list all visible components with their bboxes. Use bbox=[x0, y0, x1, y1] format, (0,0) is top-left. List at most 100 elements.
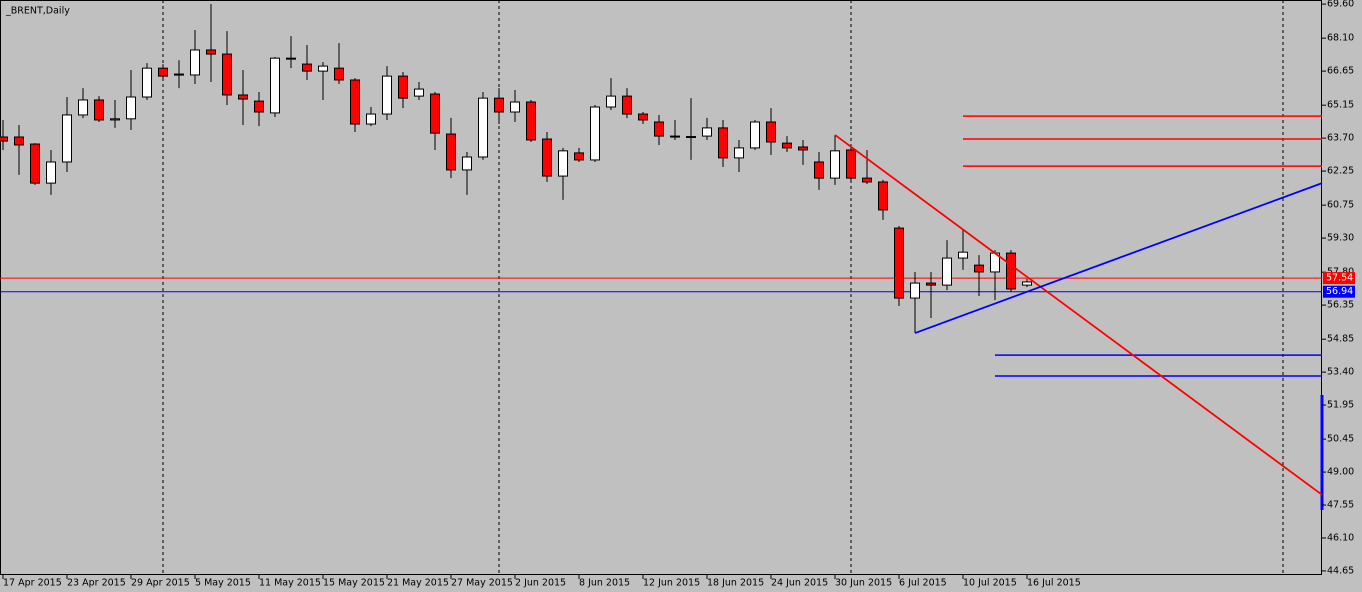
y-tick-label: 65.15 bbox=[1327, 100, 1354, 111]
x-tick-label: 12 Jun 2015 bbox=[643, 578, 700, 589]
candle-body bbox=[686, 136, 696, 139]
candle-body bbox=[942, 257, 952, 286]
candle-body bbox=[110, 118, 120, 121]
x-tick-label: 8 Jun 2015 bbox=[579, 578, 630, 589]
x-tick-label: 15 May 2015 bbox=[323, 578, 385, 589]
candle-body bbox=[1022, 281, 1032, 286]
candle-body bbox=[718, 127, 728, 159]
y-tick-label: 53.40 bbox=[1327, 367, 1354, 378]
y-tick-label: 47.55 bbox=[1327, 500, 1354, 511]
candle-body bbox=[926, 282, 936, 286]
candle-body bbox=[510, 101, 520, 113]
y-tick-label: 69.60 bbox=[1327, 0, 1354, 10]
candle-body bbox=[750, 121, 760, 149]
trendline bbox=[834, 134, 1323, 496]
candle-body bbox=[974, 264, 984, 273]
y-tick-label: 50.45 bbox=[1327, 434, 1354, 445]
candle-body bbox=[798, 146, 808, 151]
x-tick-label: 16 Jul 2015 bbox=[1027, 578, 1081, 589]
candle-body bbox=[782, 142, 792, 149]
trendline bbox=[914, 182, 1323, 334]
candle-body bbox=[430, 93, 440, 134]
candle-body bbox=[1006, 252, 1016, 290]
candle-body bbox=[894, 227, 904, 299]
candle-body bbox=[830, 150, 840, 179]
candle-body bbox=[254, 100, 264, 113]
candle-body bbox=[382, 75, 392, 115]
candle-body bbox=[878, 181, 888, 211]
candle-body bbox=[670, 135, 680, 138]
y-tick-label: 46.10 bbox=[1327, 532, 1354, 543]
candle-body bbox=[446, 133, 456, 171]
x-tick-label: 23 Apr 2015 bbox=[67, 578, 126, 589]
candle-body bbox=[334, 67, 344, 81]
x-tick-label: 27 May 2015 bbox=[451, 578, 513, 589]
plot-frame bbox=[0, 0, 1322, 575]
candle-body bbox=[622, 95, 632, 115]
y-tick-label: 66.65 bbox=[1327, 66, 1354, 77]
candle-body bbox=[142, 67, 152, 98]
candle-body bbox=[910, 282, 920, 299]
y-tick-label: 68.10 bbox=[1327, 33, 1354, 44]
candle-body bbox=[318, 65, 328, 72]
candle-body bbox=[270, 57, 280, 114]
candle-body bbox=[302, 63, 312, 72]
y-tick-label: 59.30 bbox=[1327, 233, 1354, 244]
candle-body bbox=[462, 156, 472, 171]
candle-body bbox=[494, 97, 504, 113]
candle-body bbox=[158, 67, 168, 77]
price-label-box bbox=[1323, 285, 1355, 298]
y-tick-label: 44.65 bbox=[1327, 565, 1354, 576]
candle-body bbox=[0, 136, 8, 142]
x-tick-label: 17 Apr 2015 bbox=[3, 578, 62, 589]
candle-body bbox=[366, 113, 376, 125]
candle-body bbox=[814, 161, 824, 179]
candle-body bbox=[30, 143, 40, 184]
candle-body bbox=[190, 49, 200, 76]
candle-body bbox=[766, 121, 776, 143]
candle-body bbox=[14, 136, 24, 146]
candle-body bbox=[558, 150, 568, 177]
price-label: 56.94 bbox=[1326, 286, 1353, 297]
candle-body bbox=[350, 79, 360, 125]
candle-body bbox=[206, 49, 216, 55]
candle-body bbox=[398, 75, 408, 99]
candle-body bbox=[590, 106, 600, 161]
candle-body bbox=[846, 149, 856, 179]
candle-body bbox=[862, 177, 872, 183]
chart-title: _BRENT,Daily bbox=[5, 6, 70, 17]
candle-body bbox=[606, 95, 616, 108]
candle-body bbox=[574, 152, 584, 161]
x-tick-label: 6 Jul 2015 bbox=[899, 578, 947, 589]
y-tick-label: 56.35 bbox=[1327, 300, 1354, 311]
x-tick-label: 5 May 2015 bbox=[195, 578, 251, 589]
candle-body bbox=[542, 138, 552, 177]
candle-body bbox=[734, 147, 744, 159]
price-label-box bbox=[1323, 272, 1355, 285]
candle-body bbox=[46, 161, 56, 184]
candle-body bbox=[94, 99, 104, 121]
candle-body bbox=[174, 73, 184, 76]
y-tick-label: 62.25 bbox=[1327, 166, 1354, 177]
candle-body bbox=[62, 114, 72, 163]
x-tick-label: 24 Jun 2015 bbox=[771, 578, 828, 589]
candle-body bbox=[238, 94, 248, 100]
candle-body bbox=[958, 251, 968, 259]
price-label: 57.54 bbox=[1326, 273, 1353, 284]
candle-body bbox=[286, 57, 296, 60]
x-tick-label: 29 Apr 2015 bbox=[131, 578, 190, 589]
y-tick-label: 49.00 bbox=[1327, 467, 1354, 478]
x-tick-label: 18 Jun 2015 bbox=[707, 578, 764, 589]
y-tick-label: 51.95 bbox=[1327, 400, 1354, 411]
candle-body bbox=[638, 113, 648, 121]
candle-body bbox=[702, 127, 712, 137]
y-tick-label: 63.70 bbox=[1327, 133, 1354, 144]
x-tick-label: 21 May 2015 bbox=[387, 578, 449, 589]
x-tick-label: 2 Jun 2015 bbox=[515, 578, 566, 589]
x-tick-label: 10 Jul 2015 bbox=[963, 578, 1017, 589]
candle-body bbox=[654, 121, 664, 137]
candle-body bbox=[222, 53, 232, 96]
